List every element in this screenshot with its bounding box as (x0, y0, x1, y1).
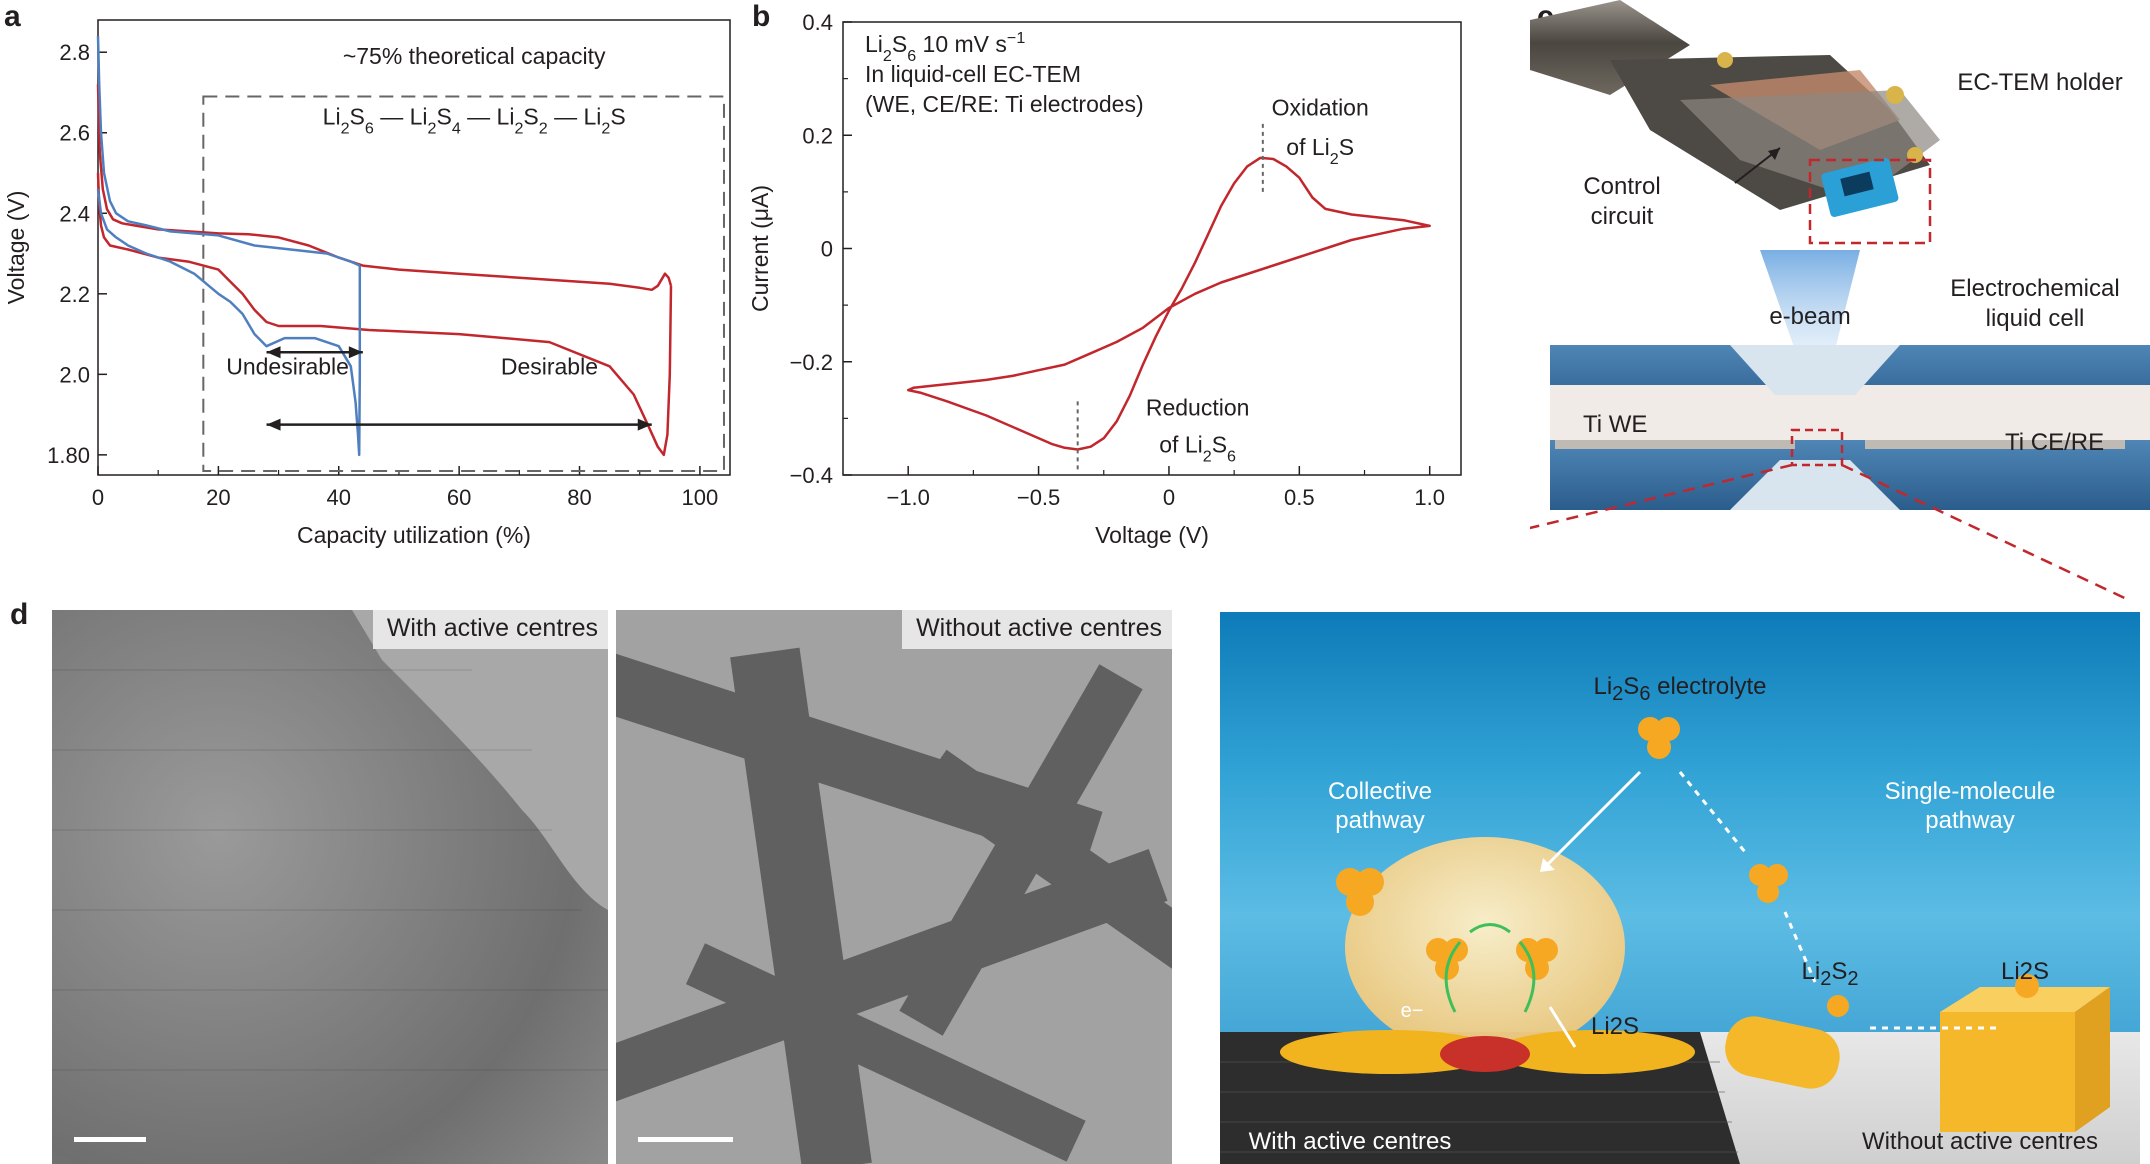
chart-b-oxidation-label: Oxidation (1272, 94, 1369, 120)
chart-a-series-1 (96, 172, 673, 457)
electron-label: e− (1400, 1000, 1424, 1022)
ec-tem-holder-label: EC-TEM holder (1957, 69, 2123, 96)
chart-a-desirable-arrow-head-right (637, 418, 652, 431)
chart-a-ytick-label: 2.4 (59, 201, 90, 226)
chart-a-ytick-label: 1.80 (47, 443, 90, 468)
li2s-left-label: Li2S (1590, 1013, 1640, 1040)
chart-a-xtick-label: 40 (327, 485, 351, 510)
chart-b-ytick-label: −0.4 (790, 463, 833, 488)
chart-b-oxidation-species: of Li2S (1286, 134, 1354, 168)
chart-b-reduction-label: Reduction (1146, 395, 1250, 421)
chart-b-ytick-label: 0.4 (802, 10, 833, 35)
single-molecule-pathway-label: Single-molecule pathway (1884, 778, 2056, 834)
chart-a-theoretical-label: ~75% theoretical capacity (343, 43, 606, 69)
li2s2-label: Li2S2 (1801, 958, 1859, 990)
chart-a-dashed-box (202, 95, 725, 472)
li2s-right-label: Li2S (2000, 958, 2050, 985)
chart-b-cv-curve (906, 156, 1431, 451)
collective-pathway-label: Collective pathway (1327, 778, 1433, 834)
chart-b-ytick-label: 0 (821, 237, 833, 262)
tem-image-with-active-centres: With active centres (52, 610, 608, 1164)
chart-a-ytick-label: 2.6 (59, 121, 90, 146)
chart-a-ytick-label: 2.0 (59, 362, 90, 387)
control-circuit-label: Control circuit (1583, 173, 1661, 230)
holder-highlight-box (1808, 158, 1932, 245)
chart-b-xtick-label: 0 (1163, 485, 1175, 510)
chart-b-xtick-label: 1.0 (1414, 485, 1445, 510)
panel-letter-a: a (4, 0, 21, 33)
chart-a-series-3 (96, 188, 362, 457)
chart-a-xtick-label: 60 (447, 485, 471, 510)
chart-b-ylabel: Current (μA) (747, 185, 773, 312)
chart-a-xtick-label: 80 (567, 485, 591, 510)
chart-b-reduction-species: of Li2S6 (1159, 431, 1236, 465)
tem-image-without-active-centres: Without active centres (616, 610, 1172, 1164)
chart-a-chain-label: Li2S6 — Li2S4 — Li2S2 — Li2S (323, 104, 626, 138)
li2s6-electrolyte-label: Li2S6 electrolyte (1593, 673, 1767, 705)
e-beam-label: e-beam (1769, 303, 1851, 330)
chart-b-xtick-label: −1.0 (886, 485, 929, 510)
ti-we-label: Ti WE (1583, 411, 1648, 438)
chart-a-undesirable-arrow-head-left (266, 346, 281, 359)
chart-a-desirable-label: Desirable (501, 353, 598, 379)
chart-b-xtick-label: −0.5 (1017, 485, 1060, 510)
chart-a-ytick-label: 2.8 (59, 40, 90, 65)
scale-bar-right (638, 1137, 733, 1142)
chart-b-cyclic-voltammogram: −1.0 −0.5 0 0.5 1.0 −0.4 −0.2 0 0.2 0.4 Voltage (V… (747, 10, 1462, 548)
chart-a-series-0 (96, 84, 673, 292)
chart-a-voltage-capacity: 0 20 40 60 80 100 1.80 2.0 2.2 2.4 2.6 2.8 Capacity … (3, 19, 731, 548)
chart-b-xtick-label: 0.5 (1284, 485, 1315, 510)
chart-a-desirable-arrow-head-left (266, 418, 281, 431)
panel-c-illustration (1530, 0, 2150, 600)
chart-b-ytick-label: 0.2 (802, 123, 833, 148)
ti-cere-label: Ti CE/RE (2005, 429, 2105, 456)
chart-a-xlabel: Capacity utilization (%) (297, 522, 531, 548)
chart-a-undesirable-label: Undesirable (226, 353, 349, 379)
liquid-cell-label: Electrochemical liquid cell (1950, 275, 2120, 332)
chart-a-frame (97, 19, 731, 476)
liquid-cell-drawing (1550, 250, 2150, 510)
without-active-centres-caption: Without active centres (1861, 1128, 2099, 1155)
chart-a-xtick-label: 20 (206, 485, 230, 510)
chart-b-xlabel: Voltage (V) (1095, 522, 1209, 548)
chart-a-ytick-label: 2.2 (59, 282, 90, 307)
chart-b-ytick-label: −0.2 (790, 350, 833, 375)
chart-b-legend-line-1: Li2S6 10 mV s−1 (865, 29, 1025, 65)
chart-a-xtick-label: 0 (92, 485, 104, 510)
tem-label-with-active-centres: With active centres (372, 610, 608, 649)
tem-holder-drawing (1530, 0, 1940, 217)
with-active-centres-caption: With active centres (1248, 1128, 1452, 1155)
panel-letter-b: b (752, 0, 771, 33)
chart-b-legend-line-2: In liquid-cell EC-TEM (865, 61, 1081, 87)
chart-a-xtick-label: 100 (682, 485, 719, 510)
tem-label-without-active-centres: Without active centres (902, 610, 1172, 649)
chart-a-series-2 (96, 36, 361, 267)
reaction-schematic: Li2S6 electrolyte Collective pathway Sing… (1220, 612, 2140, 1164)
panel-letter-d: d (10, 598, 29, 631)
chart-a-ylabel: Voltage (V) (3, 191, 29, 305)
chart-a-undesirable-arrow-head-right (348, 346, 363, 359)
chart-b-legend-line-3: (WE, CE/RE: Ti electrodes) (865, 91, 1144, 117)
scale-bar-left (74, 1137, 146, 1142)
cell-highlight-box (1790, 428, 1844, 467)
